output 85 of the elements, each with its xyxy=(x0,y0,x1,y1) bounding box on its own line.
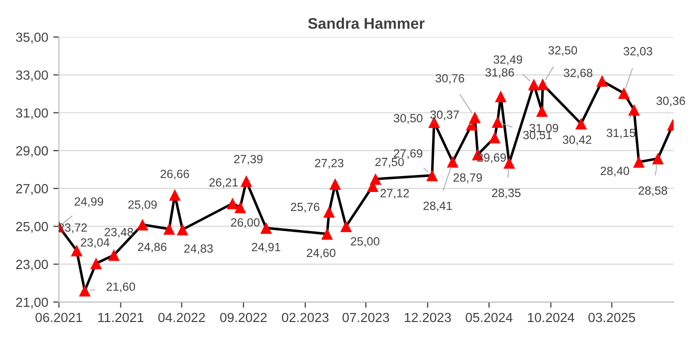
point xyxy=(494,90,507,102)
x-tick-label: 02.2023 xyxy=(282,312,329,322)
data-label: 28,35 xyxy=(492,188,520,198)
x-tick-label: 06.2021 xyxy=(36,312,82,322)
point xyxy=(240,175,252,187)
data-label: 32,03 xyxy=(624,47,652,57)
data-label: 23,04 xyxy=(80,238,110,248)
data-label: 27,23 xyxy=(314,158,344,169)
y-tick-label: 27,00 xyxy=(16,184,48,195)
point xyxy=(226,198,238,210)
data-label: 25,00 xyxy=(350,237,380,247)
point xyxy=(536,78,549,90)
y-tick-label: 35,00 xyxy=(16,32,48,44)
x-tick-label: 10.2024 xyxy=(528,312,574,322)
data-label: 30,76 xyxy=(436,74,464,84)
data-label: 30,42 xyxy=(562,136,592,146)
point xyxy=(78,284,91,297)
data-label: 26,66 xyxy=(160,170,190,180)
data-label: 31,86 xyxy=(485,68,514,78)
point xyxy=(536,105,548,117)
data-label: 30,36 xyxy=(656,96,686,106)
point xyxy=(652,152,664,164)
y-tick-label: 21,00 xyxy=(16,298,48,309)
y-tick-label: 23,00 xyxy=(16,260,48,271)
data-label: 30,50 xyxy=(394,114,422,124)
point xyxy=(370,173,382,185)
data-label: 27,12 xyxy=(380,189,409,199)
data-label: 24,99 xyxy=(74,197,104,208)
point xyxy=(575,118,587,130)
chart-title: Sandra Hammer xyxy=(308,18,425,29)
y-tick-label: 29,00 xyxy=(16,146,48,158)
point xyxy=(340,220,352,232)
data-label: 28,41 xyxy=(424,202,452,212)
data-label: 25,76 xyxy=(290,202,320,213)
data-label: 23,48 xyxy=(104,228,134,238)
point xyxy=(70,244,82,256)
point xyxy=(596,75,608,87)
point xyxy=(323,206,335,218)
x-tick-label: 07.2023 xyxy=(342,312,390,322)
point xyxy=(176,224,188,236)
data-label: 24,60 xyxy=(306,248,336,258)
point xyxy=(488,132,500,144)
data-label: 30,37 xyxy=(430,110,459,120)
point xyxy=(618,87,630,100)
data-label: 26,21 xyxy=(209,178,238,188)
data-label: 21,60 xyxy=(106,282,136,292)
data-label: 24,91 xyxy=(252,242,280,253)
x-tick-label: 04.2022 xyxy=(158,312,205,322)
point xyxy=(90,258,102,270)
y-tick-label: 25,00 xyxy=(16,222,48,233)
y-tick-label: 33,00 xyxy=(16,70,48,82)
data-label: 27,39 xyxy=(234,154,263,165)
data-label: 25,09 xyxy=(128,200,157,210)
x-tick-label: 05.2024 xyxy=(466,312,512,322)
point xyxy=(136,218,148,230)
point xyxy=(492,116,504,128)
data-label: 28,40 xyxy=(600,166,630,177)
data-label: 32,49 xyxy=(494,55,522,66)
point xyxy=(169,189,181,201)
data-label: 27,50 xyxy=(375,158,404,168)
x-tick-label: 09.2022 xyxy=(220,312,267,322)
point xyxy=(163,223,175,235)
point xyxy=(633,156,645,168)
x-tick-label: 12.2023 xyxy=(404,312,451,322)
point xyxy=(329,178,341,190)
point xyxy=(108,249,120,261)
y-tick-label: 31,00 xyxy=(16,108,48,120)
point xyxy=(446,156,458,168)
x-tick-label: 03.2025 xyxy=(588,312,636,322)
data-label: 32,50 xyxy=(548,46,578,56)
point xyxy=(528,78,540,90)
data-label: 26,00 xyxy=(231,218,260,228)
data-label: 28,58 xyxy=(638,186,668,196)
point xyxy=(260,222,272,234)
point xyxy=(628,104,640,116)
data-label: 27,69 xyxy=(394,149,422,159)
point xyxy=(426,170,438,182)
point xyxy=(234,202,246,214)
point xyxy=(321,228,333,240)
point xyxy=(469,111,481,124)
data-label: 24,83 xyxy=(184,244,213,254)
data-label: 24,86 xyxy=(138,242,166,253)
x-tick-label: 11.2021 xyxy=(98,312,144,322)
data-label: 32,68 xyxy=(564,68,592,79)
data-label: 28,79 xyxy=(454,173,482,184)
